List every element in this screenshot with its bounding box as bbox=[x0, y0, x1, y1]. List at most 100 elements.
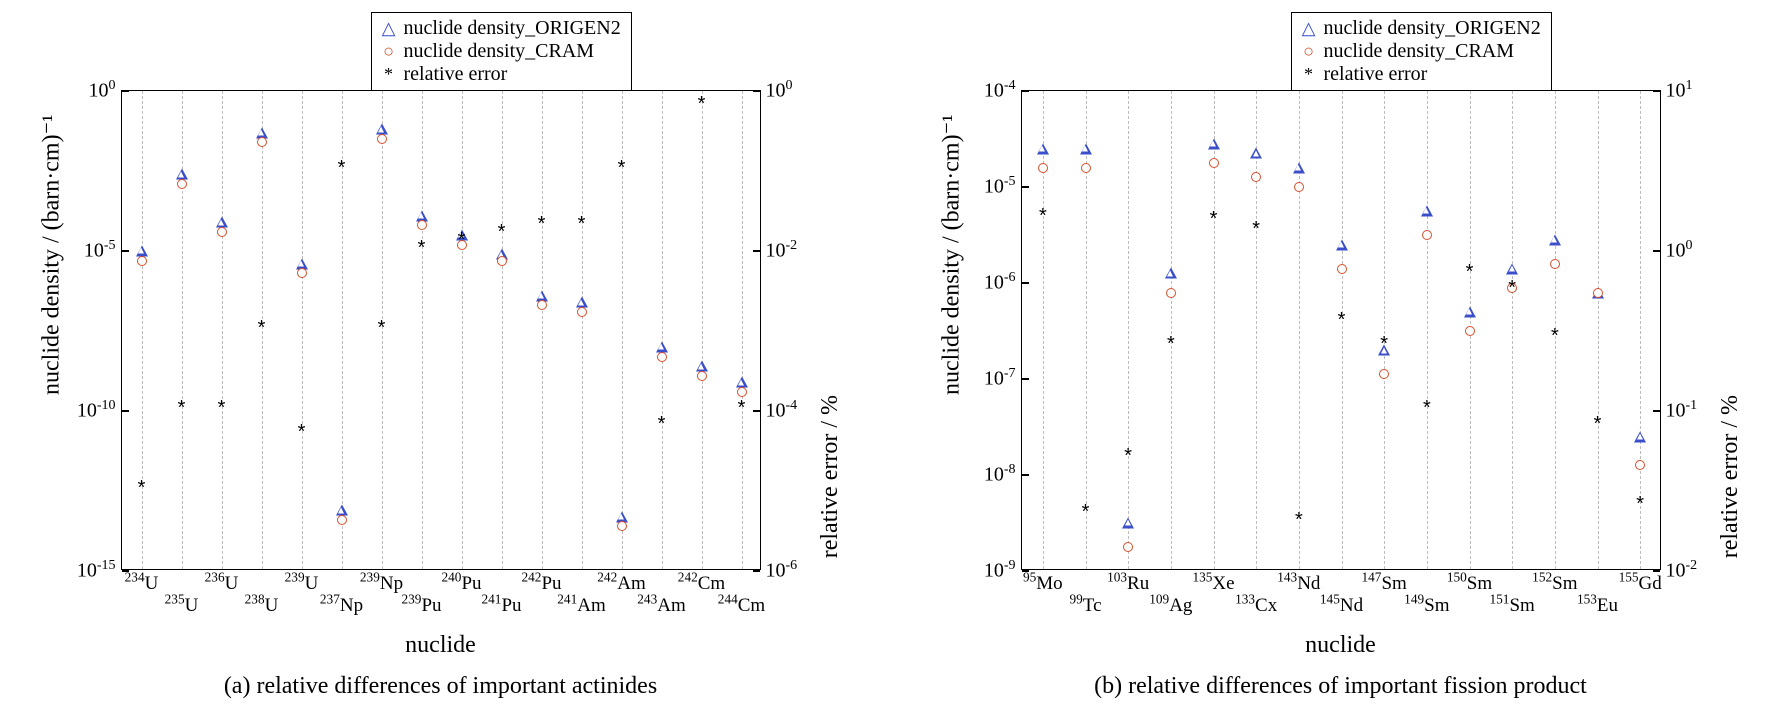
x-tick-label: 95Mo bbox=[1023, 573, 1063, 595]
marker-error: * bbox=[295, 425, 307, 445]
grid-line bbox=[1598, 91, 1599, 569]
grid-line bbox=[422, 91, 423, 569]
x-tick-label: 239U bbox=[285, 573, 319, 595]
x-tick-label: 149Sm bbox=[1404, 595, 1449, 617]
marker-cram bbox=[497, 256, 507, 266]
marker-cram bbox=[1251, 172, 1261, 182]
marker-error: * bbox=[1378, 337, 1390, 357]
legend-item: *relative error bbox=[380, 63, 621, 86]
marker-error: * bbox=[1165, 337, 1177, 357]
x-tick-label: 135Xe bbox=[1192, 573, 1234, 595]
grid-line bbox=[702, 91, 703, 569]
marker-cram bbox=[1123, 542, 1133, 552]
y-right-axis-title: relative error / % bbox=[817, 395, 844, 558]
marker-origen2 bbox=[1122, 518, 1134, 529]
grid-line bbox=[502, 91, 503, 569]
x-tick-label: 243Am bbox=[637, 595, 685, 617]
marker-cram bbox=[1422, 230, 1432, 240]
marker-error: * bbox=[335, 161, 347, 181]
chart-fission-products: △nuclide density_ORIGEN2○nuclide density… bbox=[931, 20, 1741, 700]
marker-origen2 bbox=[1080, 143, 1092, 154]
x-tick-label: 241Pu bbox=[481, 595, 521, 617]
marker-error: * bbox=[655, 417, 667, 437]
ytick-left: 10-4 bbox=[984, 80, 1022, 103]
x-tick-label: 236U bbox=[205, 573, 239, 595]
marker-cram bbox=[1209, 158, 1219, 168]
marker-cram bbox=[1294, 182, 1304, 192]
grid-line bbox=[542, 91, 543, 569]
marker-error: * bbox=[1421, 401, 1433, 421]
marker-error: * bbox=[255, 321, 267, 341]
x-axis-title: nuclide bbox=[1021, 632, 1661, 659]
marker-error: * bbox=[455, 233, 467, 253]
grid-line bbox=[742, 91, 743, 569]
ytick-left: 10-10 bbox=[77, 400, 122, 423]
ytick-right: 10-4 bbox=[760, 400, 798, 423]
chart-actinides: △nuclide density_ORIGEN2○nuclide density… bbox=[31, 20, 841, 700]
grid-line bbox=[662, 91, 663, 569]
ytick-left: 10-5 bbox=[984, 176, 1022, 199]
ytick-left: 10-9 bbox=[984, 560, 1022, 583]
x-tick-label: 244Cm bbox=[718, 595, 765, 617]
marker-origen2 bbox=[1336, 239, 1348, 250]
marker-origen2 bbox=[1293, 162, 1305, 173]
x-tick-label: 235U bbox=[165, 595, 199, 617]
y-right-axis-title: relative error / % bbox=[1717, 395, 1744, 558]
x-tick-label: 240Pu bbox=[441, 573, 481, 595]
legend-item: ○nuclide density_CRAM bbox=[380, 40, 621, 63]
marker-error: * bbox=[535, 217, 547, 237]
x-tick-label: 242Pu bbox=[521, 573, 561, 595]
marker-error: * bbox=[1506, 281, 1518, 301]
plot-area: 10-910-810-710-610-510-410-210-1100101**… bbox=[1021, 90, 1661, 570]
x-tick-label: 241Am bbox=[557, 595, 605, 617]
marker-cram bbox=[377, 134, 387, 144]
ytick-right: 10-2 bbox=[760, 240, 798, 263]
marker-cram bbox=[1593, 288, 1603, 298]
marker-error: * bbox=[1591, 417, 1603, 437]
grid-line bbox=[1427, 91, 1428, 569]
ytick-left: 10-15 bbox=[77, 560, 122, 583]
marker-cram bbox=[537, 300, 547, 310]
marker-cram bbox=[1635, 460, 1645, 470]
x-tick-label: 145Nd bbox=[1320, 595, 1363, 617]
marker-cram bbox=[1550, 259, 1560, 269]
ytick-right: 10-1 bbox=[1660, 400, 1698, 423]
y-left-axis-title: nuclide density / (barn·cm)⁻¹ bbox=[936, 115, 965, 395]
x-tick-label: 237Np bbox=[320, 595, 363, 617]
marker-error: * bbox=[1250, 222, 1262, 242]
marker-error: * bbox=[1079, 505, 1091, 525]
marker-error: * bbox=[1335, 313, 1347, 333]
x-tick-label: 150Sm bbox=[1447, 573, 1492, 595]
marker-error: * bbox=[135, 481, 147, 501]
marker-error: * bbox=[375, 321, 387, 341]
marker-cram bbox=[177, 179, 187, 189]
ytick-left: 100 bbox=[89, 80, 122, 103]
legend-label: nuclide density_CRAM bbox=[404, 40, 595, 63]
marker-cram bbox=[1379, 369, 1389, 379]
legend-item: ○nuclide density_CRAM bbox=[1300, 40, 1541, 63]
marker-cram bbox=[257, 137, 267, 147]
marker-cram bbox=[617, 521, 627, 531]
x-tick-label: 239Np bbox=[360, 573, 403, 595]
marker-cram bbox=[137, 256, 147, 266]
ytick-right: 100 bbox=[760, 80, 793, 103]
x-axis-title: nuclide bbox=[121, 632, 761, 659]
ytick-right: 10-2 bbox=[1660, 560, 1698, 583]
marker-error: * bbox=[415, 241, 427, 261]
ytick-right: 10-6 bbox=[760, 560, 798, 583]
marker-error: * bbox=[1634, 497, 1646, 517]
marker-error: * bbox=[215, 401, 227, 421]
grid-line bbox=[582, 91, 583, 569]
x-tick-label: 109Ag bbox=[1149, 595, 1192, 617]
marker-cram bbox=[1337, 264, 1347, 274]
ytick-left: 10-8 bbox=[984, 464, 1022, 487]
grid-line bbox=[1128, 91, 1129, 569]
plot-area: 10-1510-1010-510010-610-410-2100********… bbox=[121, 90, 761, 570]
legend: △nuclide density_ORIGEN2○nuclide density… bbox=[1291, 12, 1552, 91]
legend-item: △nuclide density_ORIGEN2 bbox=[1300, 17, 1541, 40]
ytick-right: 101 bbox=[1660, 80, 1693, 103]
marker-origen2 bbox=[1165, 268, 1177, 279]
marker-error: * bbox=[1122, 449, 1134, 469]
grid-line bbox=[1256, 91, 1257, 569]
marker-error: * bbox=[575, 217, 587, 237]
